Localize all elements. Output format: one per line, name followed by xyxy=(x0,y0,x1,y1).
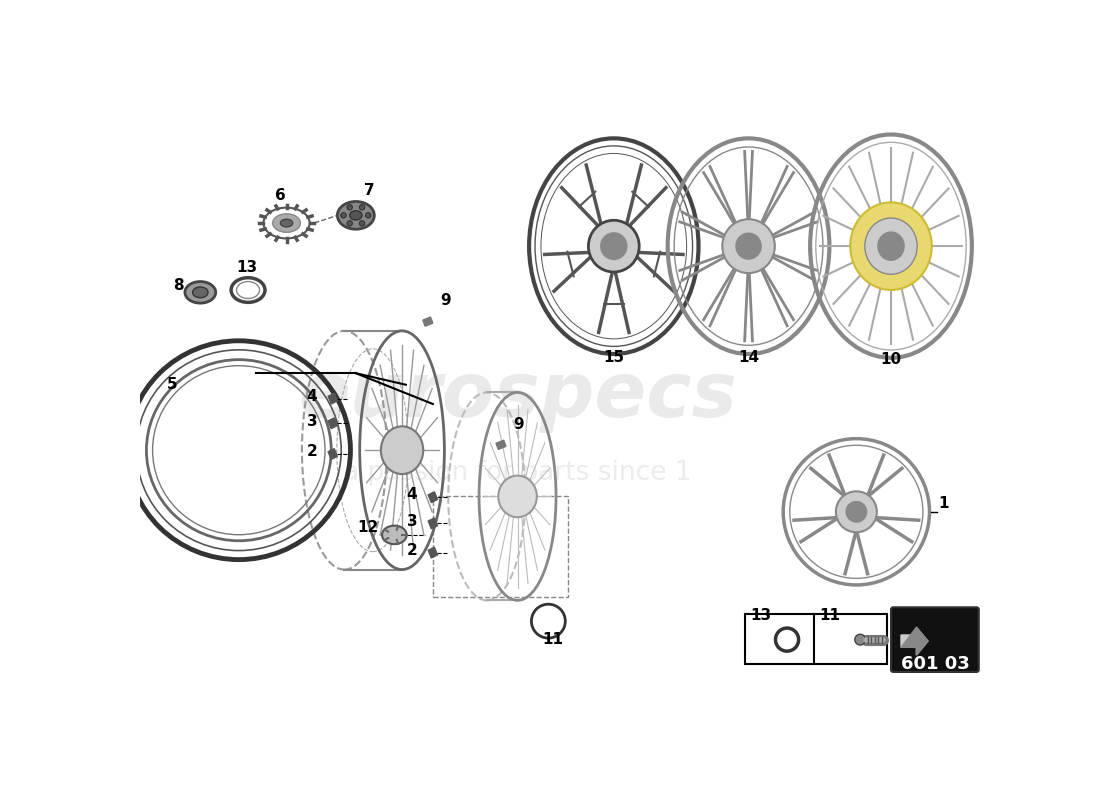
Ellipse shape xyxy=(601,234,627,259)
Circle shape xyxy=(346,221,352,226)
Text: 13: 13 xyxy=(236,259,257,274)
Text: 7: 7 xyxy=(363,182,374,198)
Ellipse shape xyxy=(273,214,300,232)
FancyBboxPatch shape xyxy=(891,607,979,672)
Text: 601 03: 601 03 xyxy=(901,655,969,674)
Ellipse shape xyxy=(850,202,932,290)
Polygon shape xyxy=(422,317,433,326)
Text: 15: 15 xyxy=(603,350,625,365)
Ellipse shape xyxy=(588,220,639,272)
Text: 9: 9 xyxy=(440,294,451,309)
Bar xyxy=(433,496,568,597)
Ellipse shape xyxy=(836,491,877,532)
Ellipse shape xyxy=(350,210,362,220)
Ellipse shape xyxy=(846,502,867,522)
Ellipse shape xyxy=(381,426,424,474)
Text: 13: 13 xyxy=(750,608,771,622)
Text: 3: 3 xyxy=(307,414,317,429)
Text: 6: 6 xyxy=(275,188,286,203)
Text: 4: 4 xyxy=(407,487,417,502)
Circle shape xyxy=(341,213,346,218)
Ellipse shape xyxy=(723,219,774,273)
Text: 4: 4 xyxy=(307,389,317,404)
Text: 9: 9 xyxy=(514,417,525,432)
Text: 2: 2 xyxy=(407,543,417,558)
Text: 2: 2 xyxy=(307,444,317,459)
Text: a passion for parts since 1: a passion for parts since 1 xyxy=(343,460,692,486)
Polygon shape xyxy=(328,394,338,404)
Ellipse shape xyxy=(865,218,917,274)
Polygon shape xyxy=(428,547,438,558)
Circle shape xyxy=(365,213,371,218)
Circle shape xyxy=(346,205,352,210)
Text: 8: 8 xyxy=(174,278,184,293)
Text: 3: 3 xyxy=(407,514,417,529)
Ellipse shape xyxy=(736,234,761,259)
Text: 1: 1 xyxy=(938,496,949,511)
Ellipse shape xyxy=(878,232,904,260)
Polygon shape xyxy=(428,492,438,502)
Polygon shape xyxy=(328,449,338,459)
Text: 10: 10 xyxy=(880,352,902,367)
Ellipse shape xyxy=(280,219,293,227)
Text: eurospecs: eurospecs xyxy=(298,359,737,434)
Ellipse shape xyxy=(338,202,374,230)
Ellipse shape xyxy=(498,476,537,517)
Ellipse shape xyxy=(192,287,208,298)
Text: 5: 5 xyxy=(167,377,178,391)
Polygon shape xyxy=(328,418,338,429)
Text: 11: 11 xyxy=(542,632,563,647)
Circle shape xyxy=(360,221,365,226)
Polygon shape xyxy=(901,627,928,655)
Polygon shape xyxy=(496,440,506,450)
Ellipse shape xyxy=(855,634,866,645)
Bar xyxy=(745,614,888,664)
Circle shape xyxy=(360,205,365,210)
Polygon shape xyxy=(901,627,928,655)
Text: 11: 11 xyxy=(820,608,840,622)
Text: 14: 14 xyxy=(738,350,759,365)
Ellipse shape xyxy=(382,526,407,544)
Polygon shape xyxy=(428,518,438,529)
Text: 12: 12 xyxy=(358,520,378,535)
Ellipse shape xyxy=(185,282,216,303)
